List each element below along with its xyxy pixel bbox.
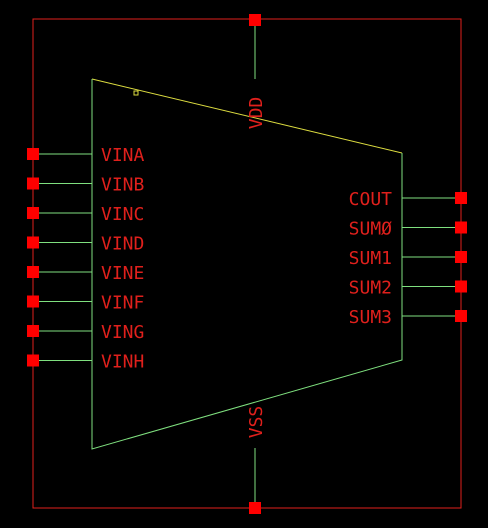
pin-vind[interactable]: VIND <box>27 234 144 255</box>
pin-sum2-terminal[interactable] <box>455 280 467 293</box>
pin-vdd-label: VDD <box>246 97 267 130</box>
pin-sum3-terminal[interactable] <box>455 310 467 322</box>
pin-sum1[interactable]: SUM1 <box>349 248 467 269</box>
pin-vss-terminal[interactable] <box>249 502 261 514</box>
left-pin-group: VINA VINB VINC VIND VINE VINF VING VINH <box>27 145 145 373</box>
pin-vine-label: VINE <box>101 263 144 284</box>
pin-sum2-label: SUM2 <box>349 278 392 299</box>
pin-vind-terminal[interactable] <box>27 236 39 249</box>
pin-sum3[interactable]: SUM3 <box>349 307 467 328</box>
pin-vinh[interactable]: VINH <box>27 352 144 373</box>
pin-vinb-label: VINB <box>101 175 144 196</box>
pin-vine[interactable]: VINE <box>27 263 144 284</box>
symbol-bounding-box <box>32 18 462 509</box>
pin-ving[interactable]: VING <box>27 322 144 343</box>
pin-sum--terminal[interactable] <box>455 221 467 234</box>
pin-sum-[interactable]: SUMØ <box>349 219 467 240</box>
pin-cout[interactable]: COUT <box>349 189 467 210</box>
pin-vine-terminal[interactable] <box>27 266 39 278</box>
pin-vina[interactable]: VINA <box>27 145 145 166</box>
origin-marker <box>133 90 139 96</box>
pin-vind-label: VIND <box>101 234 144 255</box>
pin-sum1-label: SUM1 <box>349 248 392 269</box>
pin-vss-label: VSS <box>246 406 267 439</box>
pin-vina-terminal[interactable] <box>27 148 39 160</box>
pin-vinh-terminal[interactable] <box>27 354 39 367</box>
pin-cout-terminal[interactable] <box>455 192 467 204</box>
pin-sum--label: SUMØ <box>349 219 393 240</box>
pin-vinh-label: VINH <box>101 352 144 373</box>
pin-vss[interactable]: VSS <box>246 406 267 514</box>
pin-ving-label: VING <box>101 322 144 343</box>
pin-vdd[interactable]: VDD <box>246 14 267 129</box>
symbol-body-top-edge <box>91 78 403 154</box>
pin-vinc-label: VINC <box>101 204 144 225</box>
pin-sum1-terminal[interactable] <box>455 251 467 263</box>
pin-cout-label: COUT <box>349 189 393 210</box>
pin-vinb[interactable]: VINB <box>27 175 144 196</box>
right-pin-group: COUT SUMØ SUM1 SUM2 SUM3 <box>349 189 467 328</box>
pin-vinb-terminal[interactable] <box>27 177 39 190</box>
pin-vdd-terminal[interactable] <box>249 14 261 26</box>
pin-vina-label: VINA <box>101 145 145 166</box>
pin-vinf-label: VINF <box>101 293 144 314</box>
pin-ving-terminal[interactable] <box>27 325 39 337</box>
pin-vinf[interactable]: VINF <box>27 293 144 314</box>
pin-sum3-label: SUM3 <box>349 307 392 328</box>
pin-sum2[interactable]: SUM2 <box>349 278 467 299</box>
pin-vinf-terminal[interactable] <box>27 295 39 308</box>
pin-vinc[interactable]: VINC <box>27 204 144 225</box>
pin-vinc-terminal[interactable] <box>27 207 39 219</box>
